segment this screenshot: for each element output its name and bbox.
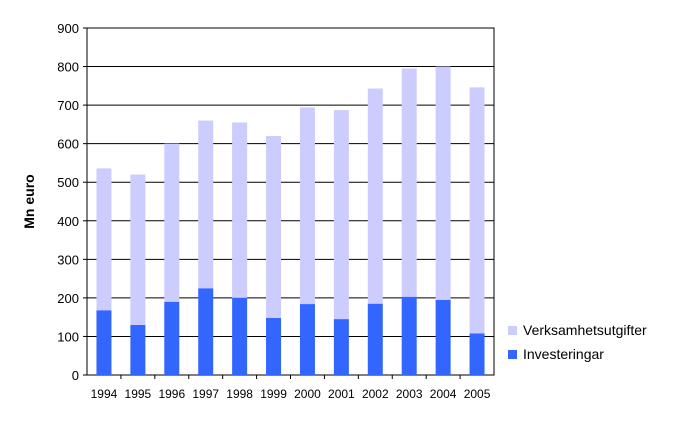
bar-verksamhetsutgifter-1995 <box>130 174 146 325</box>
bar-investeringar-2005 <box>469 333 485 375</box>
y-axis-label: Mn euro <box>21 174 37 228</box>
y-tick-label: 200 <box>57 291 79 306</box>
bar-investeringar-2000 <box>299 304 315 375</box>
bar-verksamhetsutgifter-1996 <box>164 143 180 302</box>
y-tick-label: 900 <box>57 21 79 36</box>
x-tick-label: 1996 <box>158 387 185 401</box>
legend-item-investeringar: Investeringar <box>508 342 647 366</box>
x-tick-label: 1995 <box>125 387 152 401</box>
legend-swatch-investeringar <box>508 349 517 359</box>
legend-label-investeringar: Investeringar <box>523 346 604 362</box>
x-tick-label: 2003 <box>396 387 423 401</box>
x-tick-label: 2001 <box>328 387 355 401</box>
bar-verksamhetsutgifter-2002 <box>367 88 383 304</box>
bar-investeringar-1999 <box>266 317 282 375</box>
y-tick-label: 0 <box>72 368 79 383</box>
x-tick-label: 2004 <box>430 387 457 401</box>
legend-item-verksamhetsutgifter: Verksamhetsutgifter <box>508 318 647 342</box>
x-tick-label: 1998 <box>226 387 253 401</box>
y-tick-label: 300 <box>57 252 79 267</box>
bar-verksamhetsutgifter-1997 <box>198 120 214 289</box>
bar-investeringar-1996 <box>164 301 180 375</box>
y-tick-label: 800 <box>57 60 79 75</box>
bar-investeringar-2002 <box>367 303 383 375</box>
bar-investeringar-1998 <box>232 297 248 375</box>
x-tick-label: 2000 <box>294 387 321 401</box>
bar-investeringar-1994 <box>96 310 112 375</box>
y-tick-label: 600 <box>57 137 79 152</box>
bar-investeringar-2004 <box>435 299 451 375</box>
x-tick-label: 1999 <box>260 387 287 401</box>
y-tick-label: 100 <box>57 329 79 344</box>
x-tick-label: 2005 <box>464 387 491 401</box>
bar-investeringar-2003 <box>401 296 417 375</box>
bar-verksamhetsutgifter-2003 <box>401 68 417 297</box>
bar-verksamhetsutgifter-2005 <box>469 87 485 334</box>
y-tick-label: 500 <box>57 175 79 190</box>
plot-frame <box>86 27 495 376</box>
bar-verksamhetsutgifter-2001 <box>333 110 349 320</box>
x-tick-label: 1997 <box>192 387 219 401</box>
bar-verksamhetsutgifter-2000 <box>299 107 315 305</box>
legend-swatch-verksamhetsutgifter <box>508 325 517 335</box>
y-tick-label: 700 <box>57 98 79 113</box>
bar-verksamhetsutgifter-1998 <box>232 122 248 298</box>
bar-investeringar-2001 <box>333 319 349 375</box>
legend: Verksamhetsutgifter Investeringar <box>508 318 647 366</box>
bar-verksamhetsutgifter-1999 <box>266 135 282 318</box>
y-tick-label: 400 <box>57 214 79 229</box>
bar-verksamhetsutgifter-2004 <box>435 66 451 300</box>
bar-investeringar-1997 <box>198 288 214 375</box>
x-tick-label: 2002 <box>362 387 389 401</box>
bar-investeringar-1995 <box>130 324 146 375</box>
x-tick-label: 1994 <box>91 387 118 401</box>
bar-verksamhetsutgifter-1994 <box>96 168 112 311</box>
legend-label-verksamhetsutgifter: Verksamhetsutgifter <box>523 322 647 338</box>
